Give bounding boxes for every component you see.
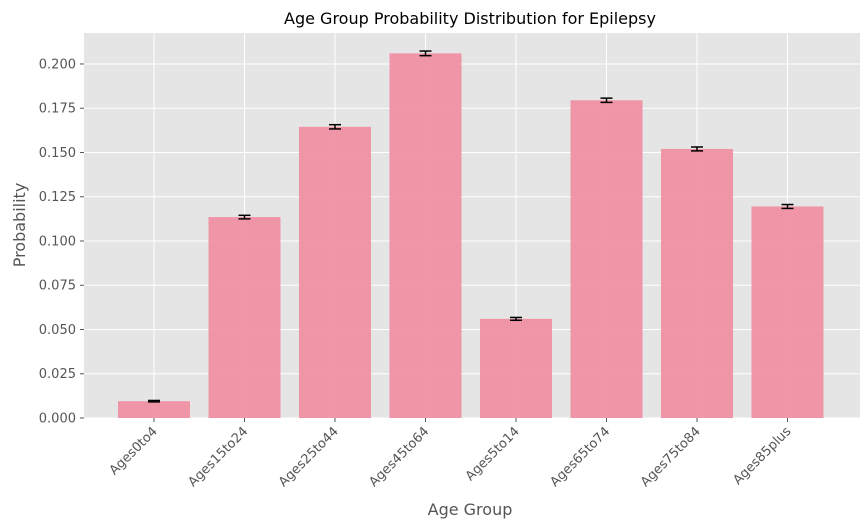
x-tick-label: Ages15to24 [186,424,252,490]
y-tick-label: 0.200 [39,57,76,72]
y-tick-label: 0.125 [39,190,76,205]
y-tick-label: 0.175 [39,102,76,117]
plot-area [84,33,860,418]
bar-Ages25to44 [299,126,371,418]
bar-Ages85plus [751,206,824,418]
y-tick-label: 0.025 [39,367,76,382]
x-tick-label: Ages25to44 [276,424,342,490]
bar-Ages75to84 [661,148,733,418]
y-tick-label: 0.000 [39,412,76,427]
y-tick-label: 0.050 [39,323,76,338]
y-tick-label: 0.100 [39,234,76,249]
x-axis-label: Age Group [428,500,513,519]
bar-Ages5to14 [480,318,552,418]
x-tick-label: Ages5to14 [463,424,523,484]
bar-Ages0to4 [118,401,190,418]
y-tick-label: 0.075 [39,279,76,294]
x-tick-label: Ages65to74 [548,424,614,490]
x-tick-label: Ages45to64 [367,424,433,490]
x-axis-ticks: Ages0to4 Ages15to24 Ages25to44 Ages45to64 Ag… [107,418,794,490]
bars-group [118,53,824,418]
x-tick-label: Ages0to4 [107,424,161,478]
x-tick-label: Ages85plus [730,424,794,488]
y-tick-label: 0.150 [39,146,76,161]
errorbars-group [148,50,794,403]
y-axis-ticks: 0.000 0.025 0.050 0.075 0.100 0.125 0.150 0.175… [39,57,84,427]
bar-Ages15to24 [208,217,281,418]
bar-Ages65to74 [570,100,643,418]
y-axis-label: Probability [10,183,29,268]
bar-Ages45to64 [389,53,462,418]
chart-title: Age Group Probability Distribution for E… [284,9,656,28]
x-tick-label: Ages75to84 [638,424,704,490]
